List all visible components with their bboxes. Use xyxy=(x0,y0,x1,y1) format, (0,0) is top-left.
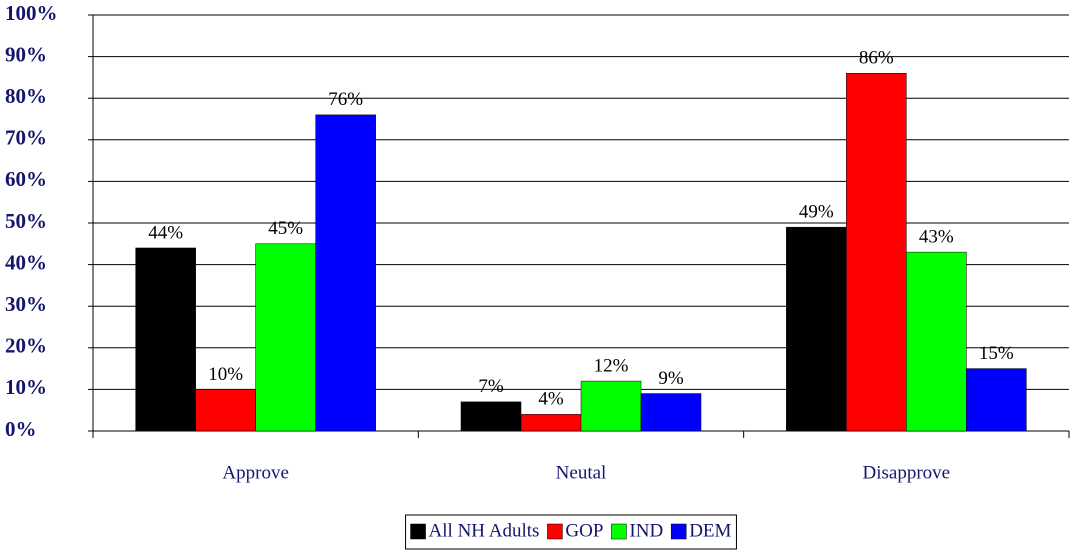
value-label: 76% xyxy=(328,89,363,110)
bar xyxy=(580,380,642,432)
y-tick-label: 50% xyxy=(5,209,47,233)
legend-swatch xyxy=(547,523,563,540)
y-tick-label: 30% xyxy=(5,292,47,316)
value-label: 10% xyxy=(208,364,243,385)
legend-label: All NH Adults xyxy=(429,520,540,541)
legend-swatch xyxy=(611,523,627,540)
y-tick-label: 70% xyxy=(5,126,47,150)
value-label: 12% xyxy=(594,355,629,376)
y-tick-label: 10% xyxy=(5,375,47,399)
y-tick-label: 40% xyxy=(5,250,47,274)
bar xyxy=(195,389,256,432)
bar xyxy=(786,226,847,432)
legend-swatch xyxy=(670,523,687,540)
legend-swatch xyxy=(410,523,426,540)
y-tick-label: 20% xyxy=(5,334,47,358)
value-label: 49% xyxy=(799,202,834,223)
x-tick-label: Neutal xyxy=(556,462,607,483)
bar xyxy=(846,72,907,432)
value-label: 15% xyxy=(979,343,1014,364)
y-tick-label: 60% xyxy=(5,167,47,191)
bar xyxy=(640,393,702,432)
value-label: 43% xyxy=(919,226,954,247)
legend-item: GOP xyxy=(547,520,603,541)
legend-item: DEM xyxy=(670,520,732,541)
bar xyxy=(315,114,376,432)
legend-item: IND xyxy=(611,520,663,541)
bar xyxy=(906,251,967,432)
legend-label: GOP xyxy=(565,520,603,541)
value-label: 4% xyxy=(538,389,564,410)
y-tick-label: 0% xyxy=(5,417,37,441)
bar xyxy=(966,368,1027,432)
legend-label: IND xyxy=(629,520,663,541)
value-label: 9% xyxy=(658,368,684,389)
y-tick-label: 80% xyxy=(5,84,47,108)
value-label: 7% xyxy=(478,376,504,397)
legend-item: All NH Adults xyxy=(410,520,540,541)
value-label: 45% xyxy=(268,218,303,239)
y-tick-label: 90% xyxy=(5,42,47,66)
bar xyxy=(520,414,582,432)
value-label: 44% xyxy=(148,222,183,243)
x-tick-label: Disapprove xyxy=(863,462,951,483)
bar xyxy=(255,243,316,432)
bar xyxy=(135,247,196,432)
x-tick-label: Approve xyxy=(222,462,288,483)
bar xyxy=(460,401,522,432)
legend: All NH Adults GOP IND DEM xyxy=(405,514,737,550)
legend-label: DEM xyxy=(689,520,731,541)
value-label: 86% xyxy=(859,48,894,69)
y-tick-label: 100% xyxy=(5,1,58,25)
